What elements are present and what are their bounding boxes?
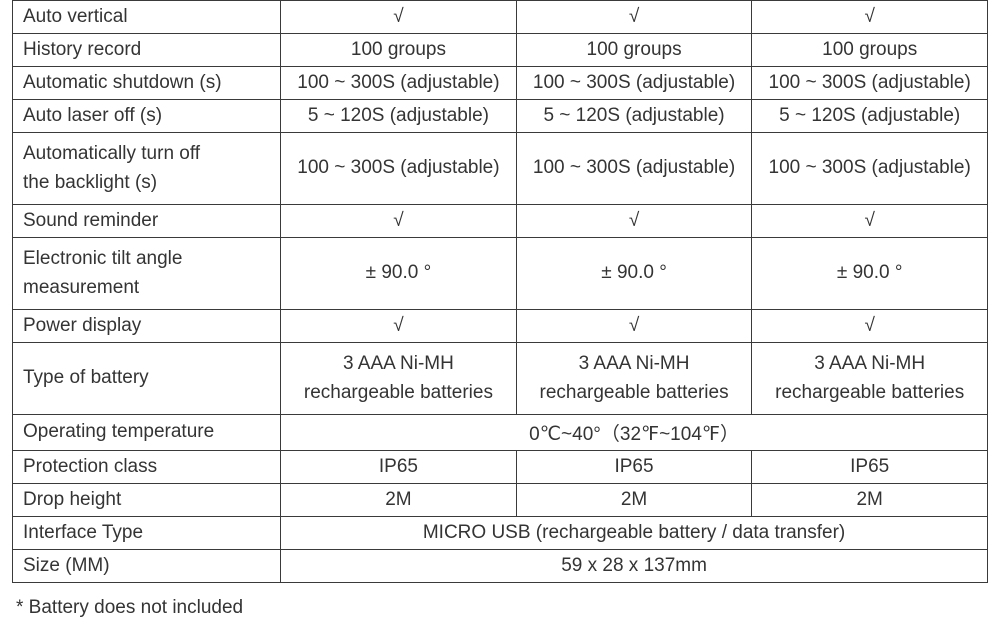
row-value: 2M [281,483,517,516]
value-line1: 3 AAA Ni-MH [579,353,690,374]
row-value: 5 ~ 120S (adjustable) [752,100,988,133]
row-value: 100 ~ 300S (adjustable) [752,133,988,205]
row-value: 100 ~ 300S (adjustable) [516,133,752,205]
row-value: √ [281,1,517,34]
row-label: Protection class [13,450,281,483]
value-line2: rechargeable batteries [304,382,493,403]
row-value: √ [281,309,517,342]
label-line2: the backlight (s) [23,172,157,193]
row-value: ± 90.0 ° [752,237,988,309]
row-value: √ [752,204,988,237]
row-value-merged: 0℃~40°（32℉~104℉） [281,414,988,450]
table-row: Operating temperature 0℃~40°（32℉~104℉） [13,414,988,450]
table-row: Electronic tilt angle measurement ± 90.0… [13,237,988,309]
row-label: Operating temperature [13,414,281,450]
row-value: √ [516,309,752,342]
row-value: 100 groups [281,34,517,67]
label-line2: measurement [23,277,139,298]
label-line1: Automatically turn off [23,143,200,164]
row-label: Automatically turn off the backlight (s) [13,133,281,205]
row-label: History record [13,34,281,67]
row-value: 2M [516,483,752,516]
label-line1: Electronic tilt angle [23,248,182,269]
spec-table: Auto vertical √ √ √ History record 100 g… [12,0,988,583]
row-value: 100 groups [516,34,752,67]
value-line1: 3 AAA Ni-MH [343,353,454,374]
table-row: Drop height 2M 2M 2M [13,483,988,516]
row-label: Type of battery [13,342,281,414]
row-label: Size (MM) [13,549,281,582]
row-label: Drop height [13,483,281,516]
table-row: Auto vertical √ √ √ [13,1,988,34]
row-value: 5 ~ 120S (adjustable) [516,100,752,133]
row-value: 3 AAA Ni-MH rechargeable batteries [752,342,988,414]
value-line2: rechargeable batteries [540,382,729,403]
row-label: Sound reminder [13,204,281,237]
row-value-merged: MICRO USB (rechargeable battery / data t… [281,516,988,549]
row-value: ± 90.0 ° [281,237,517,309]
table-row: Automatically turn off the backlight (s)… [13,133,988,205]
row-value-merged: 59 x 28 x 137mm [281,549,988,582]
row-value: 100 groups [752,34,988,67]
row-value: 2M [752,483,988,516]
row-value: ± 90.0 ° [516,237,752,309]
row-value: 3 AAA Ni-MH rechargeable batteries [281,342,517,414]
row-label: Electronic tilt angle measurement [13,237,281,309]
table-row: Sound reminder √ √ √ [13,204,988,237]
footnote: * Battery does not included [12,597,988,619]
row-value: IP65 [281,450,517,483]
table-row: Size (MM) 59 x 28 x 137mm [13,549,988,582]
row-label: Auto laser off (s) [13,100,281,133]
row-value: √ [516,1,752,34]
row-value: 3 AAA Ni-MH rechargeable batteries [516,342,752,414]
table-row: Type of battery 3 AAA Ni-MH rechargeable… [13,342,988,414]
row-label: Automatic shutdown (s) [13,67,281,100]
row-value: 100 ~ 300S (adjustable) [281,67,517,100]
value-line1: 3 AAA Ni-MH [814,353,925,374]
row-label: Interface Type [13,516,281,549]
row-value: IP65 [752,450,988,483]
table-row: Power display √ √ √ [13,309,988,342]
row-value: √ [752,1,988,34]
row-value: 100 ~ 300S (adjustable) [516,67,752,100]
row-value: IP65 [516,450,752,483]
row-value: 100 ~ 300S (adjustable) [752,67,988,100]
row-value: 5 ~ 120S (adjustable) [281,100,517,133]
row-label: Auto vertical [13,1,281,34]
row-value: √ [516,204,752,237]
table-row: Auto laser off (s) 5 ~ 120S (adjustable)… [13,100,988,133]
row-value: √ [281,204,517,237]
row-value: √ [752,309,988,342]
table-row: History record 100 groups 100 groups 100… [13,34,988,67]
table-row: Interface Type MICRO USB (rechargeable b… [13,516,988,549]
table-row: Automatic shutdown (s) 100 ~ 300S (adjus… [13,67,988,100]
row-value: 100 ~ 300S (adjustable) [281,133,517,205]
row-label: Power display [13,309,281,342]
table-row: Protection class IP65 IP65 IP65 [13,450,988,483]
value-line2: rechargeable batteries [775,382,964,403]
